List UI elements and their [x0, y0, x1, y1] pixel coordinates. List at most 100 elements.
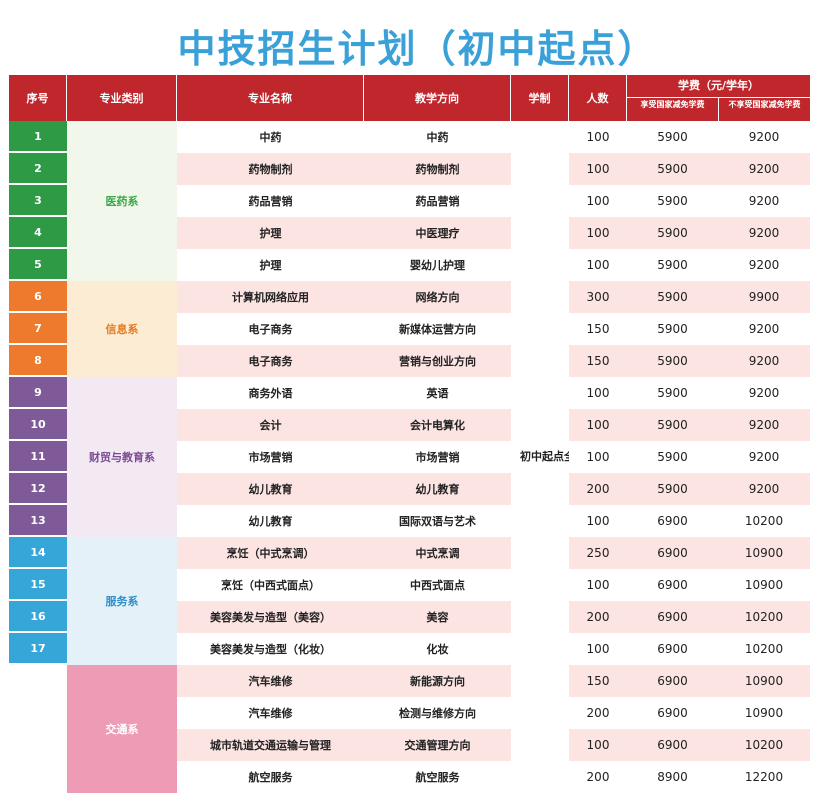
- major-cell: 药品营销: [177, 185, 364, 217]
- fee-with-subsidy-cell: 6900: [627, 569, 718, 601]
- table-row: 14 服务系 烹饪（中式烹调） 中式烹调 250 6900 10900: [9, 537, 810, 665]
- table-row: 5 护理 婴幼儿护理 100 5900 9200: [9, 249, 810, 281]
- fee-without-subsidy-cell: 9900: [718, 281, 810, 313]
- row-seq: 2: [9, 153, 67, 185]
- fee-with-subsidy-cell: 8900: [627, 761, 718, 793]
- major-cell: 城市轨道交通运输与管理: [177, 729, 364, 761]
- direction-cell: 幼儿教育: [364, 473, 511, 505]
- row-seq: [9, 761, 67, 793]
- table-row: 11 市场营销 市场营销 100 5900 9200: [9, 441, 810, 473]
- table-body: 1医药系中药中药初中起点全日制三年100590092002药物制剂药物制剂100…: [9, 121, 810, 793]
- page-title: 中技招生计划（初中起点）: [177, 27, 658, 71]
- people-cell: 100: [569, 441, 627, 473]
- row-seq: 13: [9, 505, 67, 537]
- table-row: 1医药系中药中药初中起点全日制三年10059009200: [9, 121, 810, 793]
- people-cell: 200: [569, 697, 627, 729]
- fee-without-subsidy-cell: 10200: [718, 505, 810, 537]
- fee-with-subsidy-cell: 6900: [627, 697, 718, 729]
- fee-with-subsidy-cell: 5900: [627, 313, 718, 345]
- major-cell: 中药: [177, 121, 364, 153]
- fee-without-subsidy-cell: 9200: [718, 441, 810, 473]
- table-row: 4 护理 中医理疗 100 5900 9200: [9, 217, 810, 249]
- people-cell: 100: [569, 377, 627, 409]
- major-cell: 烹饪（中式烹调）: [177, 537, 364, 569]
- category-cell: 医药系: [67, 121, 177, 281]
- row-seq: 4: [9, 217, 67, 249]
- people-cell: 100: [569, 217, 627, 249]
- major-cell: 市场营销: [177, 441, 364, 473]
- system-text: 初中起点全日制三年: [520, 450, 569, 463]
- direction-cell: 营销与创业方向: [364, 345, 511, 377]
- direction-cell: 药物制剂: [364, 153, 511, 185]
- direction-cell: 美容: [364, 601, 511, 633]
- major-cell: 药物制剂: [177, 153, 364, 185]
- category-cell: 财贸与教育系: [67, 377, 177, 537]
- people-cell: 100: [569, 153, 627, 185]
- header-major: 专业名称: [177, 75, 364, 121]
- people-cell: 100: [569, 185, 627, 217]
- fee-with-subsidy-cell: 5900: [627, 473, 718, 505]
- fee-without-subsidy-cell: 9200: [718, 377, 810, 409]
- fee-with-subsidy-cell: 5900: [627, 217, 718, 249]
- row-seq: 1: [9, 121, 67, 153]
- people-cell: 100: [569, 409, 627, 441]
- people-cell: 150: [569, 665, 627, 697]
- fee-without-subsidy-cell: 10200: [718, 729, 810, 761]
- row-seq: [9, 697, 67, 729]
- direction-cell: 国际双语与艺术: [364, 505, 511, 537]
- row-seq: 5: [9, 249, 67, 281]
- table-row: 9 财贸与教育系 商务外语 英语 100 5900 9200: [9, 377, 810, 537]
- major-cell: 幼儿教育: [177, 505, 364, 537]
- category-cell: 交通系: [67, 665, 177, 793]
- table-row: 7 电子商务 新媒体运营方向 150 5900 9200: [9, 313, 810, 345]
- header-category: 专业类别: [67, 75, 177, 121]
- people-cell: 300: [569, 281, 627, 313]
- row-seq: 6: [9, 281, 67, 313]
- row-seq: 15: [9, 569, 67, 601]
- direction-cell: 中药: [364, 121, 511, 153]
- header-fee-title: 学费（元/学年）: [627, 75, 810, 98]
- row-seq: 7: [9, 313, 67, 345]
- row-seq: 12: [9, 473, 67, 505]
- table-row: 10 会计 会计电算化 100 5900 9200: [9, 409, 810, 441]
- major-cell: 航空服务: [177, 761, 364, 793]
- people-cell: 200: [569, 601, 627, 633]
- header-seq: 序号: [9, 75, 67, 121]
- direction-cell: 网络方向: [364, 281, 511, 313]
- fee-without-subsidy-cell: 9200: [718, 249, 810, 281]
- table-row: 15 烹饪（中西式面点） 中西式面点 100 6900 10900: [9, 569, 810, 601]
- table-row: 13 幼儿教育 国际双语与艺术 100 6900 10200: [9, 505, 810, 537]
- table-row: 6 信息系 计算机网络应用 网络方向 300 5900 9900: [9, 281, 810, 377]
- direction-cell: 市场营销: [364, 441, 511, 473]
- direction-cell: 英语: [364, 377, 511, 409]
- header-fee-with-subsidy: 享受国家减免学费: [627, 98, 719, 121]
- people-cell: 100: [569, 729, 627, 761]
- major-cell: 计算机网络应用: [177, 281, 364, 313]
- fee-without-subsidy-cell: 10200: [718, 601, 810, 633]
- fee-with-subsidy-cell: 5900: [627, 377, 718, 409]
- row-seq: 3: [9, 185, 67, 217]
- row-seq: 8: [9, 345, 67, 377]
- major-cell: 幼儿教育: [177, 473, 364, 505]
- row-seq: 9: [9, 377, 67, 409]
- category-cell: 服务系: [67, 537, 177, 665]
- fee-with-subsidy-cell: 5900: [627, 409, 718, 441]
- major-cell: 商务外语: [177, 377, 364, 409]
- fee-with-subsidy-cell: 5900: [627, 281, 718, 313]
- row-seq: 10: [9, 409, 67, 441]
- direction-cell: 婴幼儿护理: [364, 249, 511, 281]
- fee-with-subsidy-cell: 5900: [627, 185, 718, 217]
- direction-cell: 中西式面点: [364, 569, 511, 601]
- direction-cell: 药品营销: [364, 185, 511, 217]
- fee-with-subsidy-cell: 5900: [627, 249, 718, 281]
- header-direction: 教学方向: [364, 75, 511, 121]
- major-cell: 美容美发与造型（化妆）: [177, 633, 364, 665]
- category-cell: 信息系: [67, 281, 177, 377]
- fee-with-subsidy-cell: 6900: [627, 601, 718, 633]
- system-cell: 初中起点全日制三年: [511, 121, 569, 793]
- direction-cell: 新媒体运营方向: [364, 313, 511, 345]
- enrollment-plan-table: 序号 专业类别 专业名称 教学方向 学制 人数 学费（元/学年） 享受国家减免学…: [9, 75, 810, 793]
- fee-with-subsidy-cell: 5900: [627, 153, 718, 185]
- people-cell: 200: [569, 473, 627, 505]
- fee-without-subsidy-cell: 9200: [718, 121, 810, 153]
